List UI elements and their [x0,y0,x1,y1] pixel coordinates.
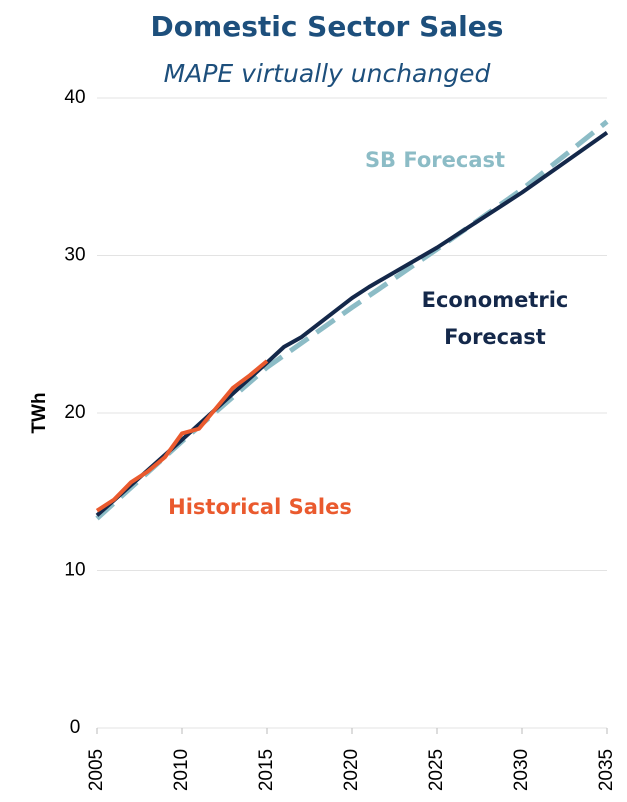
series-label: Econometric Forecast [421,288,569,349]
chart-subtitle: MAPE virtually unchanged [164,59,491,88]
series-line [95,131,609,517]
y-tick-label: 0 [70,717,81,738]
x-tick-label: 2035 [596,749,617,791]
series-line [95,359,269,513]
y-axis-label: TWh [29,392,50,433]
series-label: SB Forecast [364,148,506,172]
y-tick-label: 10 [64,560,85,581]
x-tick-label: 2015 [256,749,277,791]
x-tick-label: 2010 [171,749,192,791]
x-tick-label: 2005 [86,749,107,791]
series-label: Historical Sales [168,495,352,519]
x-tick-label: 2025 [426,749,447,791]
y-tick-label: 20 [64,402,85,423]
x-tick-label: 2030 [511,749,532,791]
chart-title: Domestic Sector Sales [151,10,504,43]
y-tick-label: 30 [64,245,85,266]
x-tick-label: 2020 [341,749,362,791]
y-tick-label: 40 [64,87,85,108]
